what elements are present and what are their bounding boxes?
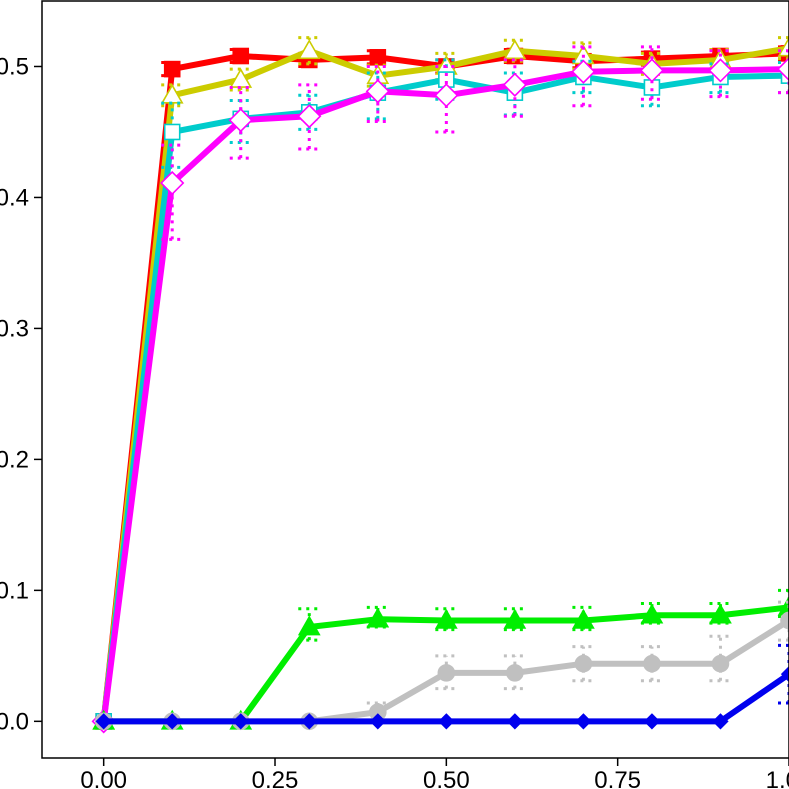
point-marker (711, 654, 730, 673)
y-tick-label: 0.3 (0, 315, 29, 342)
point-marker (709, 603, 732, 624)
point-marker (163, 60, 181, 78)
y-tick-label: 0.0 (0, 708, 29, 735)
point-marker (365, 79, 390, 104)
point-marker (506, 664, 524, 682)
point-marker (639, 58, 665, 83)
point-marker (506, 713, 524, 730)
point-marker (369, 49, 387, 66)
point-marker (575, 713, 592, 730)
point-marker (502, 72, 528, 97)
point-marker (572, 608, 595, 629)
point-marker (437, 664, 456, 682)
point-marker (232, 713, 249, 730)
point-marker (228, 108, 253, 133)
axis-ticks: 0.0 0.1 0.2 0.3 0.4 0.5 0.00 0.25 0.50 0.75 1.00 (0, 53, 789, 789)
point-marker (780, 611, 789, 630)
y-tick-label: 0.2 (0, 446, 29, 473)
point-marker (571, 59, 596, 84)
point-marker (776, 56, 789, 82)
point-marker (712, 713, 729, 730)
plot-area (91, 36, 789, 734)
point-marker (160, 170, 185, 196)
point-marker (297, 104, 322, 129)
point-marker (232, 47, 250, 65)
point-marker (434, 608, 458, 629)
point-marker (708, 58, 733, 83)
point-marker (164, 713, 181, 730)
x-tick-label: 0.25 (252, 767, 299, 789)
y-tick-label: 0.5 (0, 53, 29, 80)
point-marker (574, 654, 593, 673)
plot-frame (41, 0, 789, 759)
point-marker (780, 666, 789, 683)
point-marker (95, 713, 112, 730)
point-marker (163, 123, 181, 141)
point-marker (297, 39, 321, 60)
point-marker (297, 615, 321, 636)
data-series (91, 45, 789, 734)
point-marker (434, 83, 459, 108)
point-marker (503, 608, 527, 629)
point-marker (301, 713, 318, 730)
y-tick-label: 0.4 (0, 184, 29, 211)
point-marker (503, 39, 527, 60)
point-marker (369, 713, 386, 730)
point-marker (366, 607, 390, 628)
data-series (95, 643, 789, 730)
x-tick-label: 0.50 (423, 767, 470, 789)
point-marker (643, 654, 661, 673)
x-tick-label: 0.00 (80, 767, 127, 789)
x-tick-label: 1.00 (766, 767, 789, 789)
y-tick-label: 0.1 (0, 577, 29, 604)
x-tick-label: 0.75 (594, 767, 641, 789)
point-marker (643, 713, 661, 730)
point-marker (438, 713, 455, 730)
point-marker (640, 603, 664, 624)
